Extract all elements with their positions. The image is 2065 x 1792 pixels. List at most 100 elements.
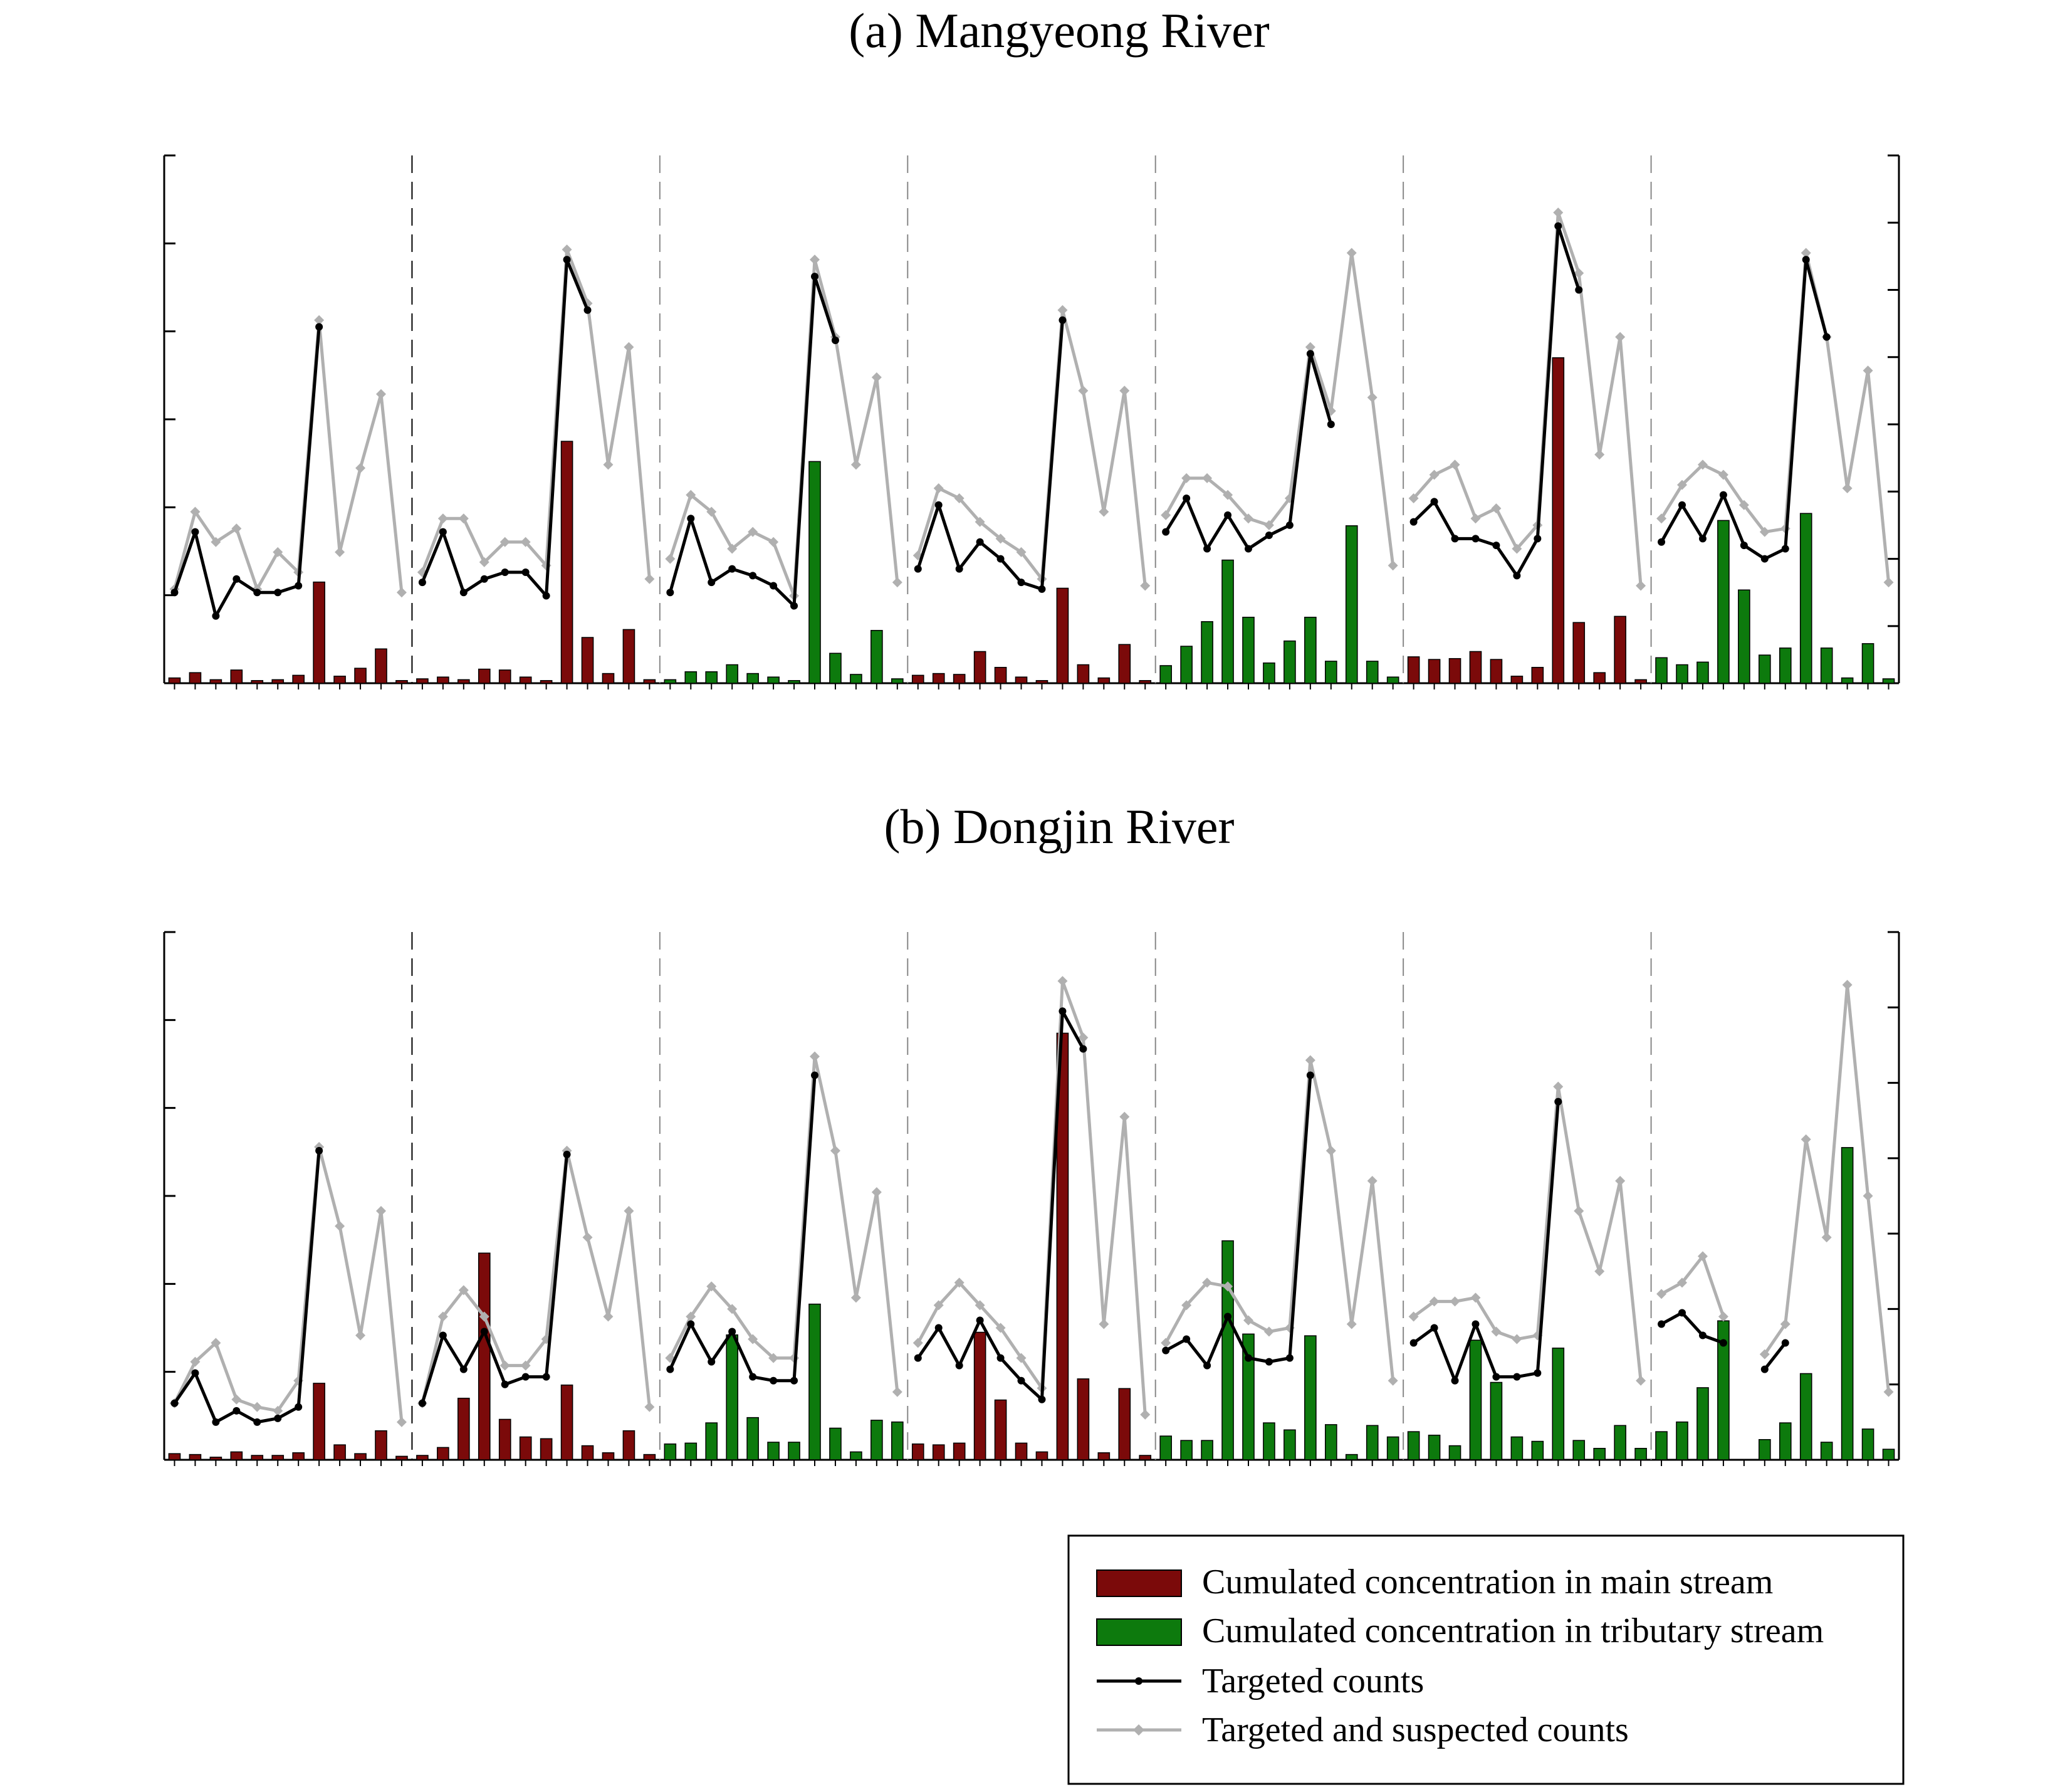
suspected-counts-point	[335, 1221, 345, 1232]
targeted-counts-point	[233, 575, 241, 583]
suspected-counts-point	[1615, 332, 1626, 342]
targeted-counts-point	[212, 1418, 220, 1426]
panel-d6	[1403, 932, 1647, 1466]
suspected-counts-point	[1408, 493, 1419, 504]
targeted-counts-point	[996, 1354, 1005, 1362]
suspected-counts-point	[1367, 392, 1378, 403]
suspected-counts-point	[1594, 449, 1605, 460]
targeted-counts-point	[274, 1414, 282, 1422]
targeted-counts-point	[955, 1361, 963, 1370]
targeted-counts-point	[1802, 256, 1810, 264]
targeted-counts-point	[811, 1071, 818, 1079]
targeted-counts-point	[1038, 1395, 1046, 1403]
bar-conc	[1758, 1438, 1771, 1460]
suspected-counts-point	[1016, 1353, 1027, 1363]
bar-conc	[1469, 1339, 1482, 1460]
suspected-counts-point	[376, 389, 386, 399]
targeted-counts-point	[790, 1376, 798, 1385]
suspected-counts-point	[624, 1206, 634, 1217]
bar-conc	[1386, 676, 1399, 684]
bar-conc	[581, 637, 594, 684]
bar-conc	[375, 648, 387, 684]
panel-d5	[1154, 932, 1399, 1466]
suspected-counts-point	[1223, 1281, 1233, 1292]
targeted-counts-point	[480, 575, 488, 583]
bar-conc	[1407, 1431, 1420, 1460]
suspected-counts-point	[1099, 1319, 1109, 1329]
targeted-counts-point	[728, 565, 736, 573]
bar-conc	[726, 664, 739, 684]
bar-conc	[953, 1442, 966, 1460]
bar-conc	[375, 1430, 387, 1460]
suspected-counts-point	[190, 1356, 201, 1367]
bar-conc	[437, 1447, 449, 1460]
suspected-counts-point	[1656, 513, 1667, 524]
targeted-counts-point	[1719, 491, 1727, 499]
bar-conc	[1820, 647, 1833, 684]
bar-conc	[581, 1445, 594, 1460]
bar-conc	[1366, 661, 1379, 684]
targeted-counts-point	[708, 579, 716, 587]
targeted-counts-point	[1285, 521, 1294, 529]
bar-conc	[1841, 1147, 1854, 1460]
bar-conc	[1201, 1440, 1213, 1460]
bar-conc	[271, 1455, 285, 1460]
suspected-counts-line	[916, 308, 1147, 586]
bar-conc	[829, 652, 842, 684]
suspected-counts-point	[396, 1417, 407, 1427]
panel-m6	[1403, 155, 1647, 689]
legend-label-trib: Cumulated concentration in tributary str…	[1202, 1611, 1824, 1650]
bar-conc	[1614, 1425, 1626, 1460]
bar-conc	[1015, 1442, 1028, 1460]
bar-conc	[1882, 1449, 1895, 1460]
targeted-counts-point	[521, 1373, 530, 1381]
bar-conc	[395, 1455, 408, 1460]
targeted-counts-point	[542, 592, 550, 600]
targeted-counts-point	[439, 528, 447, 536]
targeted-counts-point	[1719, 1339, 1727, 1347]
targeted-counts-line	[1660, 1311, 1724, 1344]
suspected-counts-point	[1677, 479, 1687, 490]
bar-conc	[1696, 1387, 1709, 1460]
suspected-counts-point	[892, 1386, 902, 1397]
bar-conc	[1593, 672, 1606, 684]
bar-conc	[1283, 640, 1296, 684]
targeted-counts-point	[459, 1365, 468, 1373]
suspected-counts-point	[355, 1330, 366, 1341]
suspected-counts-point	[810, 254, 820, 265]
bar-conc	[767, 1442, 780, 1460]
suspected-counts-point	[1801, 1134, 1811, 1145]
panel-d4	[907, 932, 1152, 1466]
targeted-counts-point	[1513, 1373, 1521, 1381]
suspected-counts-point	[1078, 1032, 1089, 1043]
targeted-counts-point	[1513, 572, 1521, 580]
targeted-counts-point	[1698, 535, 1707, 543]
targeted-counts-line	[173, 1150, 321, 1424]
bar-conc	[602, 1452, 615, 1460]
targeted-counts-point	[1327, 421, 1335, 429]
bar-conc	[1283, 1429, 1296, 1460]
bar-conc	[1696, 661, 1709, 684]
bar-conc	[788, 1442, 800, 1460]
targeted-counts-point	[459, 589, 468, 597]
suspected-counts-point	[603, 1311, 614, 1322]
bar-conc	[1324, 1424, 1337, 1460]
suspected-counts-point	[727, 543, 738, 554]
targeted-counts-point	[770, 582, 778, 590]
bar-conc	[1676, 664, 1688, 684]
bar-conc	[1572, 622, 1586, 684]
suspected-counts-point	[1636, 580, 1646, 591]
suspected-counts-line	[421, 1149, 651, 1408]
bar-conc	[354, 1453, 367, 1460]
bar-conc	[457, 679, 470, 684]
bar-conc	[1552, 1348, 1565, 1460]
suspected-counts-point	[355, 463, 366, 473]
bar-conc	[1015, 676, 1028, 684]
suspected-counts-point	[1388, 560, 1398, 571]
suspected-counts-point	[1594, 1266, 1605, 1277]
targeted-counts-point	[418, 1399, 426, 1407]
bar-conc	[1097, 677, 1111, 684]
panel-m4	[907, 155, 1152, 689]
bar-conc	[705, 1422, 718, 1460]
targeted-counts-point	[749, 1373, 757, 1381]
